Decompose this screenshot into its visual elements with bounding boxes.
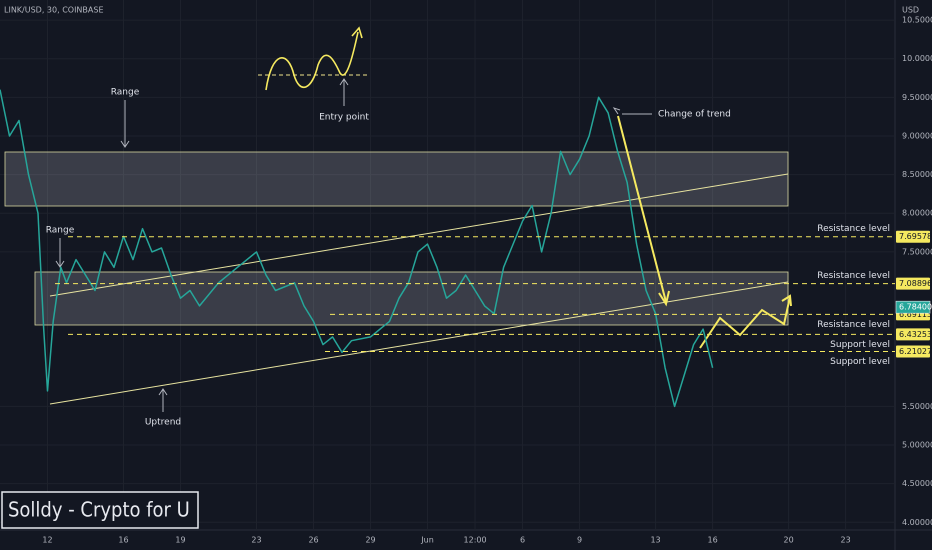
x-tick-label: Jun xyxy=(420,536,434,545)
y-tick-label: 4.50000 xyxy=(902,479,932,488)
level-note: Support level xyxy=(830,340,890,350)
price-badge xyxy=(896,345,930,358)
chart-title: LINK/USD, 30, COINBASE xyxy=(4,6,104,15)
annotation: Range xyxy=(46,226,75,236)
levels: Resistance level 7.69578 Resistance level 7… xyxy=(55,224,932,367)
pointer-head xyxy=(55,260,65,268)
last-price-badge xyxy=(895,300,931,314)
projection-head xyxy=(781,294,792,307)
y-tick-label: 8.00000 xyxy=(902,209,932,218)
price-badge xyxy=(896,230,930,243)
price-badge-label: 6.69113 xyxy=(899,310,932,319)
pointer-head xyxy=(158,388,168,396)
annotation: Range xyxy=(111,88,140,98)
price-badge xyxy=(896,277,930,290)
x-tick-label: 9 xyxy=(577,536,582,545)
y-tick-label: 5.50000 xyxy=(902,402,932,411)
x-tick-label: 16 xyxy=(707,536,717,545)
brand: Solldy - Crypto for U xyxy=(8,498,190,522)
price-badge xyxy=(896,328,930,341)
x-tick-label: 23 xyxy=(251,536,261,545)
pointer-head xyxy=(339,78,349,86)
x-tick-label: 13 xyxy=(650,536,660,545)
channel-line xyxy=(49,173,789,297)
range-box xyxy=(4,151,789,207)
drawings xyxy=(4,26,792,412)
price-badge-label: 7.08896 xyxy=(899,279,932,288)
x-tick-label: 16 xyxy=(118,536,128,545)
y-tick-label: 8.50000 xyxy=(902,170,932,179)
price-badge-label: 6.21027 xyxy=(899,347,932,356)
brand-box xyxy=(1,491,199,529)
trend-arrow-head xyxy=(658,290,670,307)
x-tick-label: 20 xyxy=(783,536,793,545)
entry-sketch xyxy=(265,31,359,91)
level-note: Resistance level xyxy=(817,224,890,234)
x-tick-label: 26 xyxy=(308,536,318,545)
x-tick-label: 29 xyxy=(365,536,375,545)
x-tick-label: 23 xyxy=(841,536,851,545)
x-tick-label: 19 xyxy=(175,536,185,545)
pointer-head xyxy=(120,140,130,148)
projection xyxy=(699,296,791,349)
y-tick-label: 9.00000 xyxy=(902,131,932,140)
last-price-label: 6.78400 xyxy=(899,303,932,312)
x-tick-label: 6 xyxy=(520,536,525,545)
entry-sketch-head xyxy=(351,26,363,39)
y-tick-label: 10.00000 xyxy=(902,54,932,63)
trend-arrow xyxy=(617,115,667,303)
annotation: Uptrend xyxy=(145,418,181,428)
x-tick-label: 12 xyxy=(42,536,52,545)
y-tick-label: 9.50000 xyxy=(902,93,932,102)
y-tick-label: 5.00000 xyxy=(902,441,932,450)
pointer-head xyxy=(612,107,621,115)
price-line xyxy=(0,89,714,408)
level-note: Resistance level xyxy=(817,271,890,281)
level-note: Resistance level xyxy=(817,320,890,330)
y-tick-label: 10.50000 xyxy=(902,16,932,25)
y-axis-label: USD xyxy=(902,6,919,15)
annotation: Change of trend xyxy=(658,110,731,120)
price-badge-label: 7.69578 xyxy=(899,232,932,241)
x-tick-label: 12:00 xyxy=(464,536,487,545)
y-tick-label: 7.50000 xyxy=(902,247,932,256)
series xyxy=(0,89,714,408)
level-note: Support level xyxy=(830,357,890,367)
price-badge-label: 6.43253 xyxy=(899,330,932,339)
annotation: Entry point xyxy=(319,113,369,123)
y-tick-label: 4.00000 xyxy=(902,518,932,527)
